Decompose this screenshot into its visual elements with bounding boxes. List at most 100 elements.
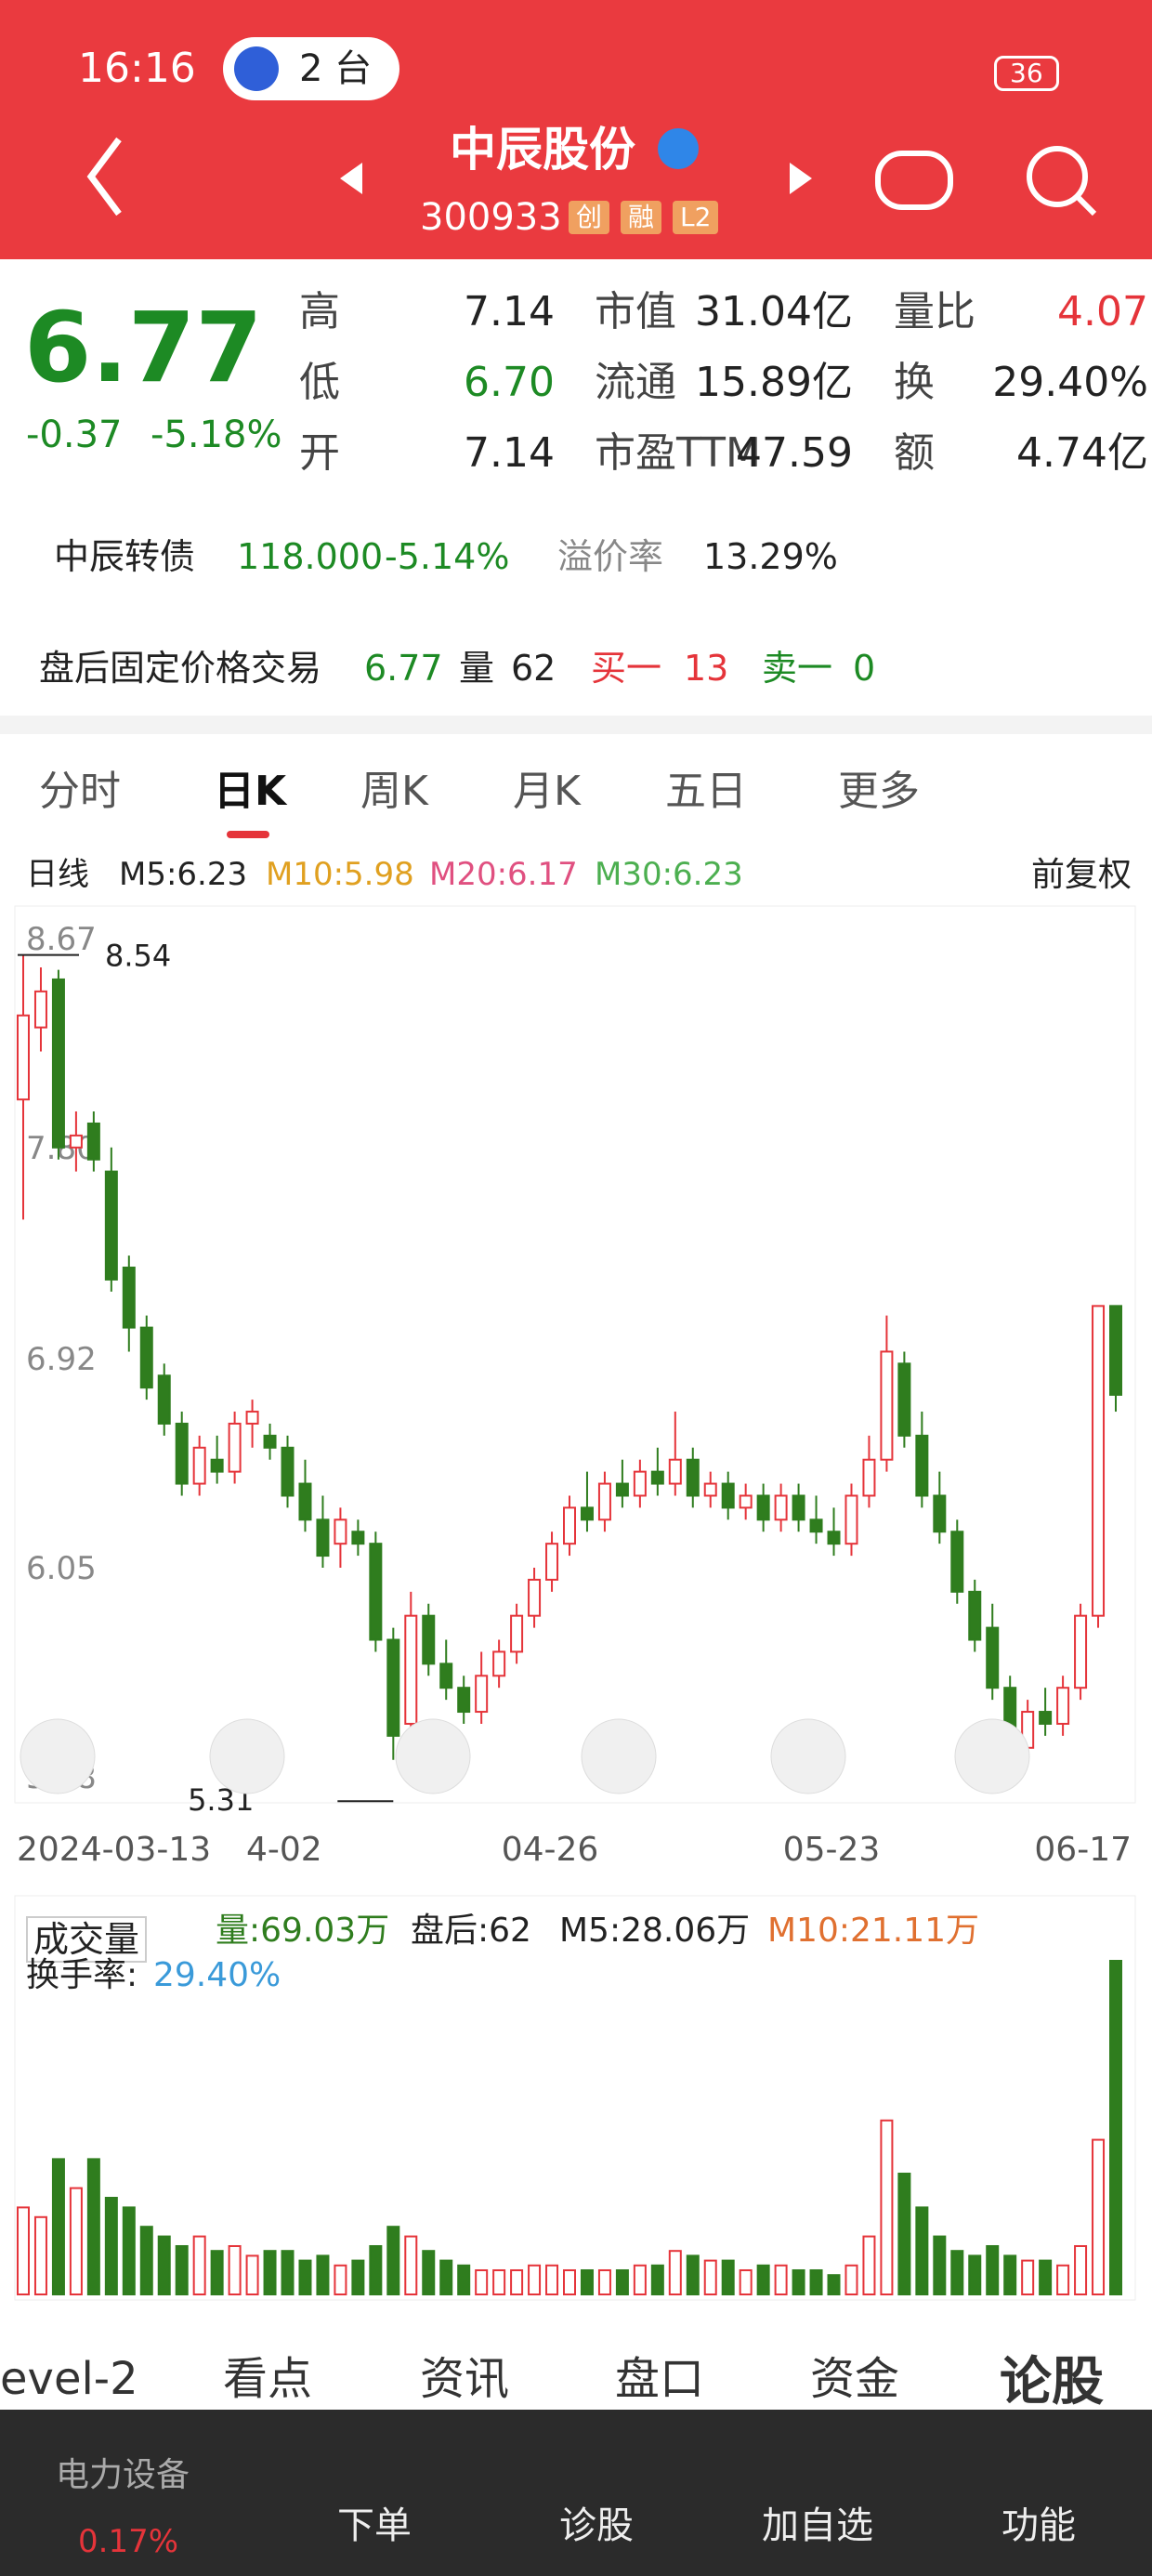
back-icon[interactable] [86,137,122,217]
x-tick-label: 05-23 [783,1831,881,1869]
y-tick-label: 5.18 [26,1759,97,1796]
candle-body [439,1663,453,1689]
candle-body [298,1482,312,1521]
bottom-tab[interactable]: 资讯 [420,2353,510,2405]
high-label: 8.54 [105,939,171,974]
nav-item[interactable]: 下单 [337,2504,412,2547]
bottom-tab[interactable]: 盘口 [615,2353,705,2405]
header-icons [86,128,1097,217]
candle-body [1021,1711,1035,1749]
candle-body [933,1494,947,1533]
volume-bar [650,2264,664,2295]
volume-bar [334,2264,347,2295]
volume-bar [104,2196,118,2296]
volume-bar [1109,1960,1122,2295]
candle-body [175,1422,189,1485]
candle-body [334,1518,347,1545]
ma-legend-item: 日线 [26,856,89,893]
volume-bar [545,2264,559,2295]
status-time: 16:16 [78,45,196,92]
volume-bar [862,2235,876,2295]
bond-name[interactable]: 中辰转债 [54,536,196,577]
after-hours-label: 盘后固定价格交易 [39,648,322,689]
candle-body [597,1482,611,1521]
volume-bar [809,2268,823,2296]
sector[interactable]: 电力设备 [56,2456,190,2494]
candle-body [862,1458,876,1497]
volume-bar [263,2250,277,2296]
tab[interactable]: 五日 [665,768,747,815]
candle-body [668,1458,682,1485]
field-value: 6.70 [464,359,555,406]
field-value: 7.14 [464,288,555,335]
tab[interactable]: 周K [360,768,428,815]
volume-bar [528,2264,542,2295]
volume-bar [668,2250,682,2296]
ma-legend-item: M20:6.17 [429,856,578,893]
change-pct: -5.18% [151,414,282,456]
volume-bar [192,2235,206,2295]
volume-bar [1039,2259,1053,2295]
chart-button [954,1718,1030,1794]
candle-body [33,990,47,1029]
bottom-tab[interactable]: 资金 [810,2353,900,2405]
prev-icon[interactable] [340,163,362,194]
ask-label: 卖一 [762,648,833,689]
volume-bar [580,2268,594,2296]
badge: 创 [569,201,610,234]
volume-bar [33,2215,47,2295]
tab[interactable]: 分时 [39,768,121,815]
x-tick-label: 2024-03-13 [17,1831,211,1869]
after-hours-vol: 62 [511,648,556,689]
candle-body [510,1614,524,1653]
tab[interactable]: 更多 [838,768,920,815]
candle-body [228,1422,242,1473]
adjust[interactable]: 前复权 [1030,856,1132,894]
turnover: 29.40% [153,1956,281,1994]
nav-item[interactable]: 诊股 [559,2504,634,2547]
candle-body [827,1531,841,1545]
volume-bar [739,2268,753,2296]
after-hours-price: 6.77 [364,648,443,689]
volume-bar [844,2264,858,2295]
search-handle [1075,194,1097,217]
chart-button [395,1718,471,1794]
volume-bar [597,2268,611,2296]
chart-button [770,1718,846,1794]
nav-item[interactable]: 加自选 [762,2504,873,2547]
tab[interactable]: 日K [214,768,287,815]
volume-bar [422,2250,436,2296]
candle-body [1003,1687,1017,1749]
nav-item[interactable]: 功能 [1001,2504,1076,2547]
candle-body [17,1014,30,1101]
volume-bar [210,2250,224,2296]
robot-icon[interactable] [875,151,953,210]
candle-body [844,1494,858,1545]
field-label: 低 [299,359,340,406]
next-icon[interactable] [790,163,812,194]
tab[interactable]: 月K [513,768,581,815]
sector-change: 0.17% [78,2523,179,2560]
candle-body [703,1482,717,1497]
candle-body [809,1518,823,1533]
nav-bar [0,2410,1152,2576]
candle-body [104,1170,118,1281]
search-icon[interactable] [1027,146,1088,207]
volume-bar [633,2264,647,2295]
field-value: 31.04亿 [695,288,853,335]
field-value: 4.07 [1057,288,1148,335]
bottom-tab[interactable]: 论股 [1000,2352,1104,2412]
field-label: 流通 [595,359,676,406]
volume-bar [369,2244,383,2296]
candle-body [1039,1711,1053,1725]
bottom-tab[interactable]: 看点 [223,2353,313,2405]
volume-bar [1003,2254,1017,2296]
volume-bar [298,2259,312,2295]
volume-bar [245,2254,259,2296]
y-tick-label: 6.92 [26,1341,97,1378]
volume-bar [1074,2244,1088,2296]
candle-body [756,1494,770,1521]
volume-bar [563,2268,576,2296]
volume-legend-item: 量:69.03万 [216,1912,390,1950]
bottom-tab[interactable]: evel-2 [0,2353,138,2405]
